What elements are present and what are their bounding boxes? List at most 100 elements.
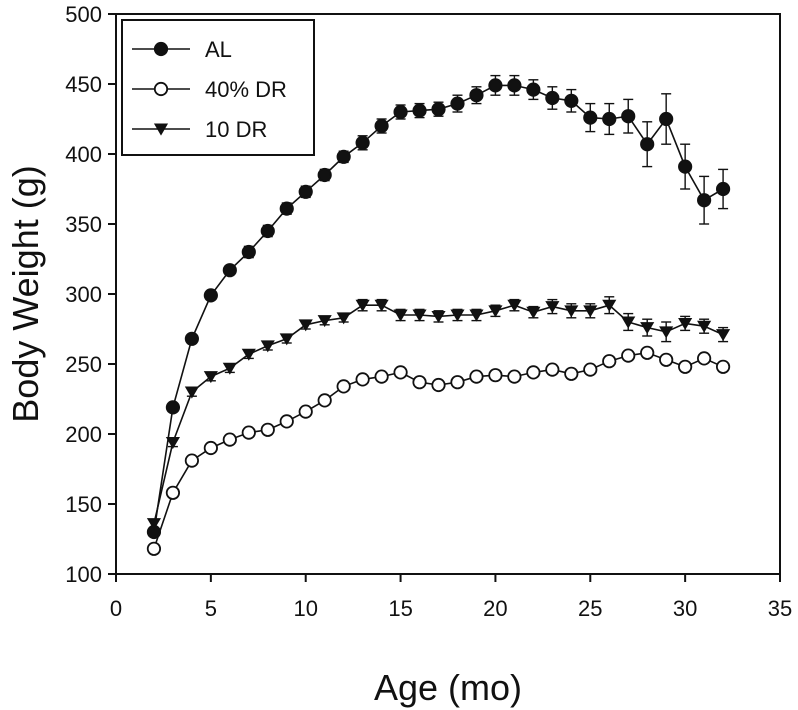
data-point: [697, 320, 712, 333]
legend: AL 40% DR 10 DR: [121, 19, 315, 156]
data-point: [298, 319, 313, 332]
y-tick-label: 450: [65, 72, 102, 97]
data-point: [260, 223, 275, 239]
data-point: [336, 312, 351, 325]
series-0: [146, 74, 731, 540]
data-point: [317, 167, 332, 183]
data-point: [336, 149, 351, 164]
data-point: [393, 309, 408, 322]
data-point: [279, 333, 294, 346]
data-point: [659, 352, 674, 367]
data-point: [146, 541, 162, 556]
data-point: [507, 78, 522, 93]
data-point: [583, 305, 598, 318]
data-point: [279, 201, 294, 216]
data-point: [184, 453, 199, 468]
series-layer: [146, 74, 731, 556]
data-point: [488, 305, 503, 318]
series-line: [153, 304, 724, 524]
data-point: [241, 348, 256, 361]
data-point: [298, 184, 313, 199]
data-point: [621, 109, 636, 124]
y-tick-label: 400: [65, 142, 102, 167]
data-point: [583, 110, 598, 125]
data-point: [716, 329, 731, 342]
x-tick-label: 15: [388, 596, 412, 621]
legend-marker: [153, 123, 169, 136]
x-tick-label: 10: [293, 596, 317, 621]
data-point: [222, 263, 237, 278]
data-point: [715, 359, 731, 374]
data-point: [165, 436, 180, 449]
data-point: [355, 135, 370, 150]
x-tick-label: 20: [483, 596, 507, 621]
x-axis: 0 5 10 15 20 25 30 35: [110, 574, 792, 621]
data-point: [621, 316, 636, 329]
data-point: [355, 299, 370, 312]
y-tick-label: 350: [65, 212, 102, 237]
data-point: [222, 432, 237, 447]
legend-label: 10 DR: [205, 117, 267, 142]
data-point: [412, 103, 427, 118]
data-point: [203, 440, 218, 456]
legend-marker: [153, 81, 169, 97]
data-point: [317, 393, 332, 408]
data-point: [469, 88, 484, 103]
data-point: [222, 362, 237, 375]
y-tick-label: 100: [65, 562, 102, 587]
data-point: [526, 82, 541, 97]
data-point: [507, 369, 522, 384]
data-point: [241, 244, 256, 260]
legend-marker: [153, 41, 169, 57]
data-point: [621, 348, 636, 363]
data-point: [298, 404, 313, 419]
x-tick-label: 30: [673, 596, 697, 621]
data-point: [317, 315, 332, 328]
y-axis-title: Body Weight (g): [5, 165, 46, 422]
data-point: [678, 317, 693, 330]
data-point: [146, 518, 162, 531]
data-point: [165, 400, 181, 415]
data-point: [583, 362, 598, 377]
x-tick-label: 35: [768, 596, 792, 621]
data-point: [260, 422, 275, 437]
legend-label: 40% DR: [205, 77, 287, 102]
data-point: [564, 366, 579, 381]
data-point: [431, 377, 446, 393]
y-tick-label: 250: [65, 352, 102, 377]
data-point: [488, 78, 503, 93]
data-point: [241, 425, 256, 440]
data-point: [203, 288, 218, 303]
data-point: [374, 299, 389, 312]
data-point: [412, 309, 427, 322]
y-tick-label: 150: [65, 492, 102, 517]
y-tick-label: 500: [65, 2, 102, 27]
data-point: [203, 371, 218, 384]
data-point: [165, 485, 181, 500]
data-point: [697, 351, 712, 366]
data-point: [526, 365, 541, 380]
data-point: [184, 386, 199, 399]
data-point: [678, 359, 693, 374]
y-tick-label: 300: [65, 282, 102, 307]
data-point: [659, 326, 674, 339]
data-point: [393, 365, 408, 380]
x-axis-title: Age (mo): [374, 667, 522, 708]
data-point: [450, 309, 465, 322]
data-point: [393, 104, 408, 120]
x-tick-label: 0: [110, 596, 122, 621]
data-point: [507, 299, 522, 312]
data-point: [564, 93, 579, 108]
data-point: [450, 375, 465, 390]
data-point: [659, 111, 674, 127]
x-tick-label: 25: [578, 596, 602, 621]
data-point: [678, 159, 693, 174]
data-point: [545, 90, 560, 106]
data-point: [715, 181, 731, 197]
data-point: [602, 111, 617, 127]
data-point: [564, 305, 579, 318]
legend-box: [121, 19, 315, 156]
y-axis: 100 150 200 250 300 350 400 450 500: [65, 2, 116, 587]
data-point: [431, 102, 446, 117]
data-point: [697, 193, 712, 208]
